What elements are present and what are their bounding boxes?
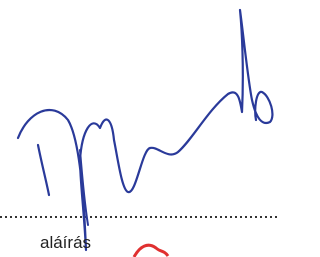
page: aláírás (() => { const data = JSON.parse… — [0, 0, 278, 257]
signature-label: aláírás — [40, 233, 91, 252]
background — [0, 0, 278, 257]
signature-scan: aláírás — [0, 0, 278, 257]
